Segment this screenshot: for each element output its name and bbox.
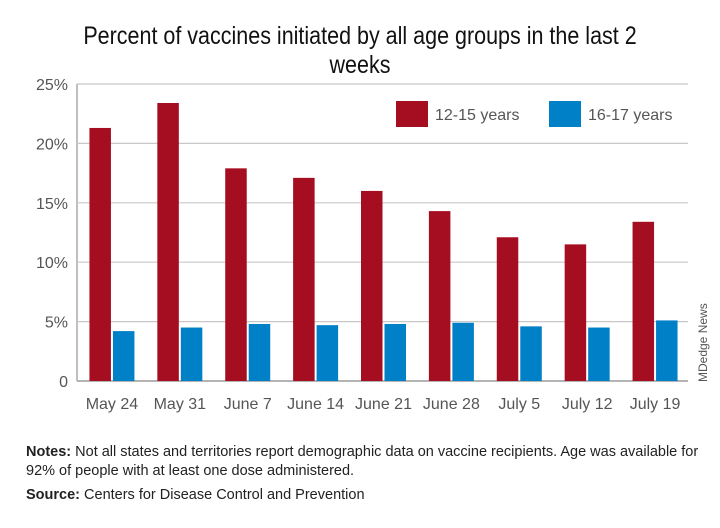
notes-text: Not all states and territories report de… (26, 444, 699, 479)
bar-16-17 (112, 331, 135, 381)
legend-swatch (396, 101, 428, 127)
y-tick-label: 15% (36, 196, 68, 213)
y-tick-label: 25% (36, 77, 68, 94)
bar-12-15 (225, 168, 247, 381)
source-text: Centers for Disease Control and Preventi… (80, 487, 365, 503)
bar-16-17 (520, 326, 542, 381)
y-tick-label: 5% (45, 315, 68, 332)
y-tick-label: 20% (36, 136, 68, 153)
x-tick-label: July 5 (498, 396, 540, 413)
bar-16-17 (316, 325, 339, 381)
legend-swatch (549, 101, 581, 127)
legend-label: 16-17 years (588, 107, 673, 124)
x-tick-label: June 21 (355, 396, 412, 413)
x-tick-label: July 19 (630, 396, 681, 413)
source-label: Source: (26, 487, 80, 503)
credit: MDedge News (696, 303, 710, 382)
bar-16-17 (452, 322, 474, 381)
y-tick-label: 0 (59, 374, 68, 391)
bar-12-15 (564, 244, 587, 381)
y-tick-label: 10% (36, 255, 68, 272)
x-tick-label: June 28 (423, 396, 480, 413)
bar-12-15 (632, 221, 655, 381)
x-tick-label: June 14 (287, 396, 344, 413)
bar-16-17 (656, 320, 678, 381)
bar-12-15 (293, 177, 315, 381)
bar-chart: 0 5% 10% 15% 20% 25% May 24 May 31 June 7 June 14… (36, 77, 688, 413)
x-tick-label: May 24 (86, 396, 139, 413)
x-tick-label: June 7 (224, 396, 272, 413)
legend-label: 12-15 years (435, 107, 520, 124)
bar-16-17 (248, 323, 271, 381)
bar-16-17 (384, 323, 406, 381)
bar-16-17 (180, 327, 203, 381)
bar-12-15 (157, 103, 179, 382)
notes-label: Notes: (26, 444, 72, 460)
x-tick-label: July 12 (562, 396, 613, 413)
notes: Notes: Not all states and territories re… (26, 443, 706, 481)
bar-16-17 (588, 327, 610, 381)
bar-12-15 (89, 127, 111, 382)
bar-12-15 (496, 237, 519, 381)
chart-title: Percent of vaccines initiated by all age… (83, 22, 637, 79)
x-tick-label: May 31 (154, 396, 207, 413)
source: Source: Centers for Disease Control and … (26, 487, 365, 503)
bar-12-15 (428, 211, 451, 381)
bar-12-15 (361, 190, 383, 381)
